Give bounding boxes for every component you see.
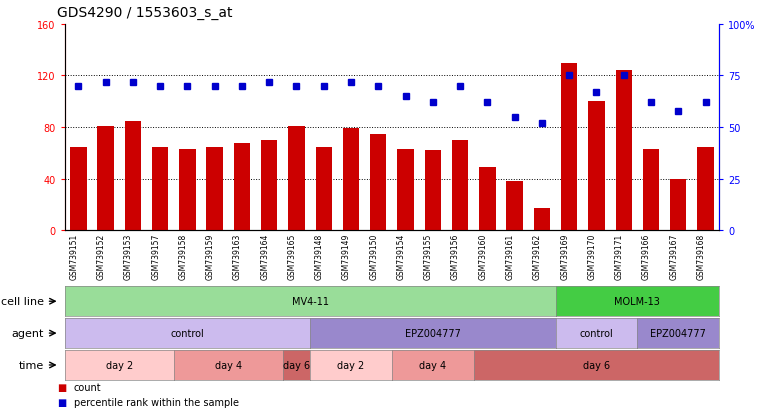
Text: day 4: day 4 [215, 360, 242, 370]
Text: GSM739161: GSM739161 [505, 233, 514, 279]
Bar [70, 147, 87, 231]
Text: GSM739150: GSM739150 [369, 233, 378, 279]
Bar [452, 141, 468, 231]
Text: control: control [580, 328, 613, 338]
Text: GSM739166: GSM739166 [642, 233, 651, 279]
Text: GSM739157: GSM739157 [151, 233, 160, 279]
Bar [316, 147, 332, 231]
Text: GSM739155: GSM739155 [424, 233, 433, 279]
Bar [588, 102, 605, 231]
Text: ■: ■ [57, 396, 66, 407]
Text: day 2: day 2 [106, 360, 133, 370]
Text: GSM739151: GSM739151 [69, 233, 78, 279]
Text: GSM739171: GSM739171 [615, 233, 624, 279]
Bar [288, 126, 304, 231]
Text: GSM739148: GSM739148 [315, 233, 323, 279]
Text: GSM739152: GSM739152 [97, 233, 106, 279]
Text: GSM739149: GSM739149 [342, 233, 351, 279]
Text: cell line: cell line [1, 297, 44, 306]
Text: GDS4290 / 1553603_s_at: GDS4290 / 1553603_s_at [57, 6, 233, 20]
Text: GSM739153: GSM739153 [124, 233, 133, 279]
Text: GSM739154: GSM739154 [396, 233, 406, 279]
Bar [206, 147, 223, 231]
Text: GSM739164: GSM739164 [260, 233, 269, 279]
Text: ■: ■ [57, 382, 66, 392]
Bar [479, 168, 495, 231]
Bar [180, 150, 196, 231]
Text: day 4: day 4 [419, 360, 447, 370]
Text: day 2: day 2 [337, 360, 365, 370]
Bar [343, 129, 359, 231]
Bar [697, 147, 714, 231]
Bar [261, 141, 277, 231]
Bar [152, 147, 168, 231]
Bar [397, 150, 414, 231]
Text: GSM739163: GSM739163 [233, 233, 242, 279]
Text: day 6: day 6 [583, 360, 610, 370]
Text: time: time [19, 360, 44, 370]
Bar [616, 71, 632, 231]
Text: MV4-11: MV4-11 [291, 297, 329, 306]
Text: GSM739169: GSM739169 [560, 233, 569, 279]
Bar [370, 134, 387, 231]
Text: control: control [170, 328, 204, 338]
Text: percentile rank within the sample: percentile rank within the sample [74, 396, 239, 407]
Text: EPZ004777: EPZ004777 [651, 328, 706, 338]
Text: GSM739168: GSM739168 [696, 233, 705, 279]
Bar [425, 151, 441, 231]
Text: GSM739156: GSM739156 [451, 233, 460, 279]
Text: GSM739160: GSM739160 [479, 233, 487, 279]
Bar [561, 64, 578, 231]
Bar [234, 143, 250, 231]
Bar [533, 209, 550, 231]
Text: GSM739167: GSM739167 [669, 233, 678, 279]
Text: GSM739170: GSM739170 [587, 233, 597, 279]
Bar [125, 121, 141, 231]
Text: GSM739165: GSM739165 [288, 233, 297, 279]
Text: GSM739159: GSM739159 [205, 233, 215, 279]
Text: day 6: day 6 [283, 360, 310, 370]
Text: MOLM-13: MOLM-13 [614, 297, 661, 306]
Bar [97, 126, 114, 231]
Bar [643, 150, 659, 231]
Text: count: count [74, 382, 101, 392]
Text: agent: agent [11, 328, 44, 338]
Text: GSM739162: GSM739162 [533, 233, 542, 279]
Bar [670, 179, 686, 231]
Text: EPZ004777: EPZ004777 [405, 328, 460, 338]
Text: GSM739158: GSM739158 [178, 233, 187, 279]
Bar [507, 182, 523, 231]
